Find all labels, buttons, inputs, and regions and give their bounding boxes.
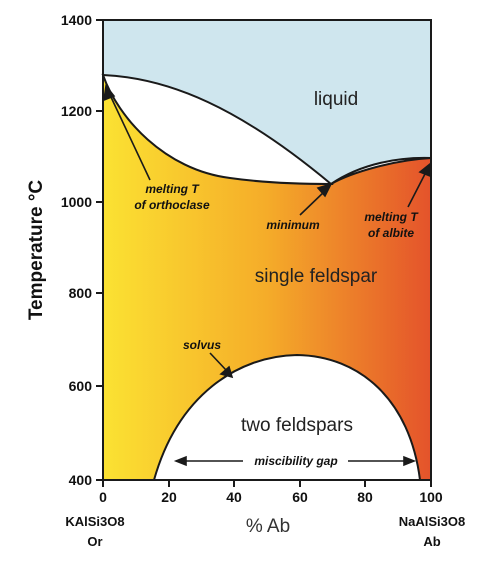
miscibility-gap-label: miscibility gap bbox=[254, 454, 337, 468]
melting-orthoclase-label: of orthoclase bbox=[134, 198, 210, 212]
solvus-label: solvus bbox=[183, 338, 221, 352]
arrow-line bbox=[299, 189, 327, 216]
arrow-line bbox=[109, 94, 151, 181]
annotation-arrows bbox=[103, 84, 431, 467]
x-tick-label: 60 bbox=[292, 489, 308, 505]
arrow-line bbox=[407, 171, 427, 208]
x-tick-label: 80 bbox=[357, 489, 373, 505]
arrow-head-icon bbox=[219, 365, 234, 379]
single-feldspar-label: single feldspar bbox=[255, 266, 378, 287]
x-tick-label: 40 bbox=[226, 489, 242, 505]
y-tick-label: 600 bbox=[69, 378, 93, 394]
arrow-head-icon bbox=[403, 455, 417, 467]
formula-part: NaAlSi3O8 bbox=[399, 514, 465, 529]
solvus-curve bbox=[152, 353, 422, 481]
x-axis-title: % Ab bbox=[246, 516, 290, 537]
x-tick-label: 0 bbox=[99, 489, 107, 505]
y-axis-title: Temperature °C bbox=[26, 180, 47, 321]
melting-albite-label: of albite bbox=[368, 226, 414, 240]
minimum-label: minimum bbox=[266, 218, 320, 232]
two-feldspars-label: two feldspars bbox=[241, 415, 353, 436]
y-tick-label: 1400 bbox=[61, 12, 92, 28]
arrow-head-icon bbox=[316, 182, 333, 198]
arrow-head-icon bbox=[103, 84, 116, 102]
y-tick-label: 400 bbox=[69, 472, 93, 488]
orthoclase-name: Or bbox=[87, 534, 102, 549]
y-axis bbox=[96, 19, 103, 481]
orthoclase-formula: KAlSi3O8 bbox=[65, 514, 124, 529]
albite-formula: NaAlSi3O8 bbox=[399, 514, 465, 529]
plot-frame bbox=[102, 19, 432, 481]
arrow-head-icon bbox=[418, 162, 431, 178]
liquid-label: liquid bbox=[314, 89, 358, 110]
melting-orthoclase-label: melting T bbox=[145, 182, 200, 196]
y-tick-label: 800 bbox=[69, 285, 93, 301]
albite-name: Ab bbox=[423, 534, 440, 549]
x-axis bbox=[102, 480, 432, 487]
arrow-line bbox=[209, 352, 227, 371]
y-tick-label: 1000 bbox=[61, 194, 92, 210]
y-tick-label: 1200 bbox=[61, 103, 92, 119]
formula-part: KAlSi3O8 bbox=[65, 514, 124, 529]
melting-albite-label: melting T bbox=[364, 210, 419, 224]
x-tick-label: 100 bbox=[419, 489, 443, 505]
x-tick-label: 20 bbox=[161, 489, 177, 505]
melting-loop-left bbox=[101, 73, 334, 186]
arrow-head-icon bbox=[173, 455, 187, 467]
